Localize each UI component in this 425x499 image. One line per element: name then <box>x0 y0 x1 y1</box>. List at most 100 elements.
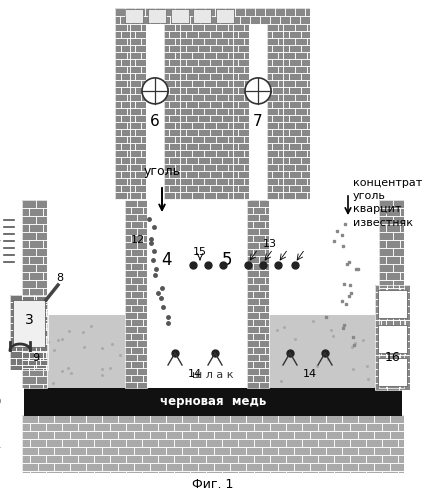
Bar <box>164 38 175 45</box>
Bar <box>130 178 141 185</box>
Bar <box>180 178 192 185</box>
Bar <box>186 101 198 108</box>
Bar <box>393 360 404 368</box>
Bar <box>379 240 386 248</box>
Bar <box>10 323 22 330</box>
Bar <box>141 136 146 143</box>
Bar <box>350 455 366 463</box>
Bar <box>283 115 289 122</box>
Bar <box>137 298 147 305</box>
Bar <box>130 136 141 143</box>
Bar <box>334 439 350 447</box>
Bar <box>272 101 283 108</box>
Bar <box>283 143 289 150</box>
Bar <box>247 382 259 388</box>
Bar <box>62 423 78 431</box>
Bar <box>358 463 374 471</box>
Bar <box>158 423 174 431</box>
Bar <box>198 59 210 66</box>
Bar <box>399 383 410 390</box>
Bar <box>40 330 48 337</box>
Bar <box>164 101 170 108</box>
Bar <box>186 45 198 52</box>
Bar <box>131 361 143 368</box>
Bar <box>46 455 62 463</box>
Bar <box>164 24 175 31</box>
Bar <box>267 143 272 150</box>
Bar <box>130 199 136 200</box>
Bar <box>165 8 175 16</box>
Bar <box>164 171 170 178</box>
Bar <box>301 143 310 150</box>
Bar <box>220 16 230 24</box>
Bar <box>170 115 180 122</box>
Bar <box>238 471 254 473</box>
Bar <box>127 80 130 87</box>
Bar <box>174 439 190 447</box>
Bar <box>238 87 249 94</box>
Bar <box>318 423 334 431</box>
Bar <box>393 200 404 208</box>
Text: 3: 3 <box>25 313 34 327</box>
Bar <box>400 384 404 388</box>
Bar <box>136 115 146 122</box>
Bar <box>216 52 228 59</box>
Bar <box>192 108 204 115</box>
Bar <box>115 108 127 115</box>
Bar <box>130 192 141 199</box>
Bar <box>386 288 400 296</box>
Bar <box>278 415 294 423</box>
Bar <box>393 248 404 256</box>
Bar <box>301 87 310 94</box>
Bar <box>334 471 350 473</box>
Bar <box>115 143 121 150</box>
Bar <box>350 471 366 473</box>
Bar <box>228 38 233 45</box>
Bar <box>143 277 147 284</box>
Bar <box>115 8 310 24</box>
Bar <box>216 178 228 185</box>
Bar <box>36 376 47 384</box>
Bar <box>16 316 28 323</box>
Bar <box>22 200 47 388</box>
Bar <box>386 368 400 376</box>
Bar <box>366 423 382 431</box>
Bar <box>210 115 222 122</box>
Bar <box>358 415 374 423</box>
Bar <box>387 299 399 306</box>
Bar <box>192 192 204 199</box>
Bar <box>141 178 146 185</box>
Bar <box>125 200 147 388</box>
Bar <box>141 94 146 101</box>
Bar <box>204 80 216 87</box>
Bar <box>267 164 278 171</box>
Bar <box>300 16 310 24</box>
Bar <box>22 415 404 473</box>
Bar <box>29 240 43 248</box>
Text: 17: 17 <box>0 240 2 250</box>
Bar <box>294 431 310 439</box>
Bar <box>390 463 404 471</box>
Bar <box>283 178 295 185</box>
Bar <box>247 326 259 333</box>
Bar <box>125 8 135 16</box>
Bar <box>253 333 265 340</box>
Bar <box>180 45 186 52</box>
Bar <box>22 352 29 360</box>
Bar <box>125 270 137 277</box>
Bar <box>115 87 121 94</box>
Bar <box>386 208 400 216</box>
Bar <box>125 242 137 249</box>
Bar <box>247 270 259 277</box>
Bar <box>247 291 253 298</box>
Bar <box>216 24 228 31</box>
Bar <box>170 199 180 200</box>
Bar <box>115 24 127 31</box>
Bar <box>115 24 130 200</box>
Bar <box>222 171 233 178</box>
Bar <box>164 52 175 59</box>
Bar <box>198 73 210 80</box>
Bar <box>164 66 175 73</box>
Bar <box>379 272 386 280</box>
Bar <box>125 312 137 319</box>
